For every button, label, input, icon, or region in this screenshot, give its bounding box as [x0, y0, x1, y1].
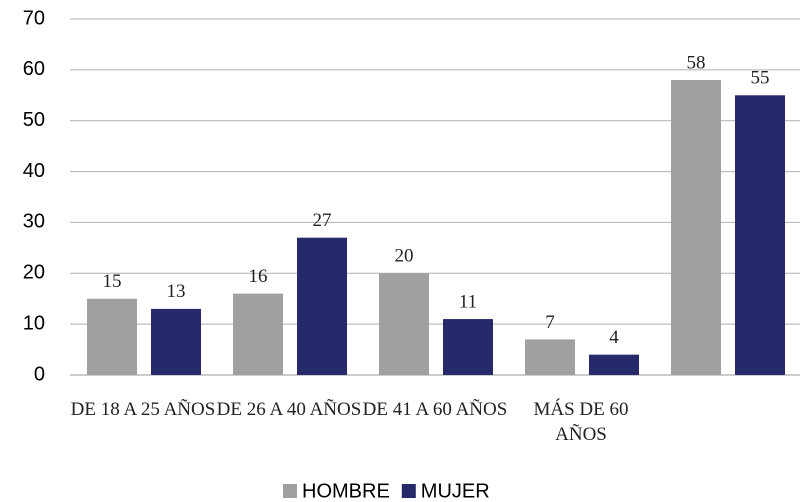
x-tick-label: MÁS DE 60 AÑOS: [533, 399, 629, 445]
value-label: 7: [545, 312, 555, 333]
legend-swatch: [401, 484, 416, 498]
bar: [151, 308, 201, 375]
y-tick-label: 30: [23, 211, 45, 233]
y-tick-label: 40: [23, 160, 45, 182]
bar: [443, 319, 493, 375]
bar: [735, 95, 785, 376]
value-label: 11: [459, 291, 477, 312]
bar: [233, 293, 283, 375]
value-label: 55: [751, 68, 770, 89]
legend-label: HOMBRE: [302, 480, 390, 502]
bar: [379, 273, 429, 375]
value-label: 58: [687, 52, 706, 73]
value-label: 20: [395, 246, 414, 267]
y-tick-label: 0: [34, 363, 45, 385]
value-label: 4: [609, 327, 619, 348]
y-tick-label: 70: [23, 7, 45, 29]
value-label: 15: [103, 271, 122, 292]
x-tick-label: DE 18 A 25 AÑOS: [70, 399, 216, 420]
bar: [297, 237, 347, 375]
bar: [589, 354, 639, 375]
value-label: 13: [167, 281, 186, 302]
bar: [671, 80, 721, 376]
value-label: 16: [249, 266, 268, 287]
y-tick-label: 50: [23, 109, 45, 131]
bar: [87, 298, 137, 375]
y-tick-label: 10: [23, 312, 45, 334]
bar: [525, 339, 575, 375]
y-tick-label: 60: [23, 58, 45, 80]
x-tick-label: DE 41 A 60 AÑOS: [362, 399, 508, 420]
legend-swatch: [283, 484, 297, 498]
y-tick-label: 20: [23, 262, 45, 284]
legend-label: MUJER: [421, 480, 490, 502]
value-label: 27: [313, 210, 332, 231]
x-tick-label: DE 26 A 40 AÑOS: [216, 399, 362, 420]
